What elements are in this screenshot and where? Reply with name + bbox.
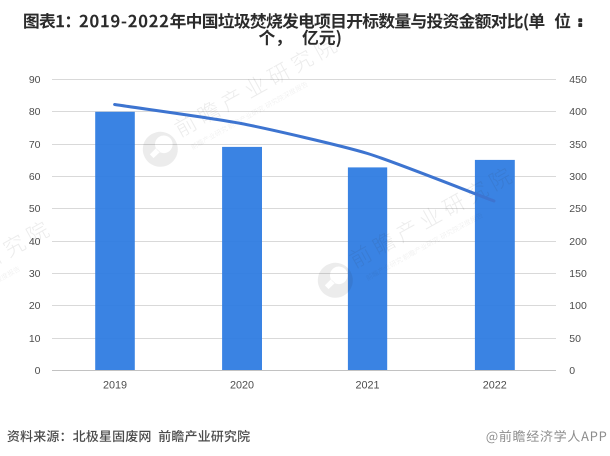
svg-text:450: 450 [569,74,587,86]
svg-text:60: 60 [29,171,41,183]
svg-text:80: 80 [29,106,41,118]
svg-text:250: 250 [569,203,587,215]
svg-text:30: 30 [29,268,41,280]
svg-text:70: 70 [29,139,41,151]
svg-text:400: 400 [569,106,587,118]
svg-text:350: 350 [569,139,587,151]
svg-text:50: 50 [29,203,41,215]
svg-text:2020: 2020 [230,380,254,392]
svg-text:2022: 2022 [483,380,507,392]
svg-text:200: 200 [569,236,587,248]
svg-text:0: 0 [35,365,41,377]
svg-text:2021: 2021 [355,380,379,392]
svg-text:150: 150 [569,268,587,280]
svg-text:90: 90 [29,74,41,86]
svg-text:20: 20 [29,300,41,312]
svg-text:50: 50 [569,333,581,345]
svg-text:0: 0 [569,365,575,377]
svg-text:40: 40 [29,236,41,248]
svg-text:2019: 2019 [103,380,127,392]
svg-text:300: 300 [569,171,587,183]
svg-text:10: 10 [29,333,41,345]
svg-text:100: 100 [569,300,587,312]
